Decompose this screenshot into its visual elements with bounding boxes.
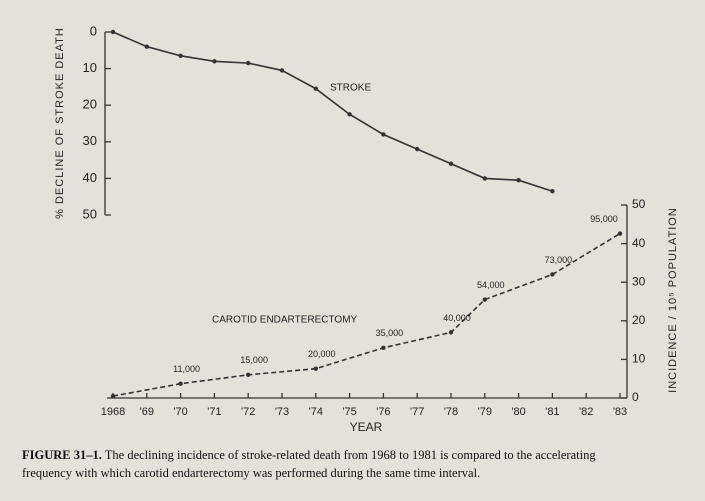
x-tick-label: '76 (376, 406, 390, 418)
x-tick-label: '79 (478, 406, 492, 418)
data-point (347, 112, 352, 117)
x-tick-label: '77 (410, 406, 424, 418)
x-tick-label: '80 (511, 406, 525, 418)
point-label: 11,000 (173, 364, 200, 374)
x-tick-label: '70 (173, 406, 187, 418)
y2-tick-label: 50 (632, 197, 646, 211)
data-point (415, 146, 420, 152)
y2-axis-label: INCIDENCE / 10⁵ POPULATION (667, 207, 679, 393)
y-tick-label: 50 (83, 206, 97, 221)
point-label: 35,000 (376, 328, 404, 338)
data-point (313, 366, 318, 371)
data-point (178, 381, 183, 386)
x-tick-label: 1968 (101, 406, 125, 418)
point-label: 40,000 (443, 313, 471, 323)
data-point (144, 44, 149, 49)
y2-tick-label: 10 (632, 352, 646, 366)
x-tick-label: '82 (579, 406, 593, 418)
data-point (482, 176, 487, 181)
series-label: CAROTID ENDARTERECTOMY (212, 315, 358, 326)
data-point (516, 178, 521, 183)
caption: FIGURE 31–1. The declining incidence of … (22, 448, 596, 463)
caption-line: The declining incidence of stroke-relate… (104, 448, 596, 462)
x-tick-label: '74 (309, 406, 323, 418)
data-point (550, 189, 555, 194)
point-label: 15,000 (240, 355, 268, 365)
y2-tick-label: 20 (632, 313, 646, 327)
caption: frequency with which carotid endarterect… (22, 466, 480, 481)
figure-label: FIGURE 31–1. (22, 448, 102, 462)
y2-tick-label: 0 (632, 390, 639, 404)
x-tick-label: '78 (444, 406, 458, 418)
point-label: 73,000 (545, 255, 573, 265)
point-label: 95,000 (590, 214, 618, 224)
y-tick-label: 20 (83, 97, 97, 112)
series-label: STROKE (330, 83, 371, 94)
x-tick-label: '81 (545, 406, 559, 418)
data-point (448, 330, 454, 335)
data-point (550, 272, 555, 277)
x-tick-label: '83 (613, 406, 627, 418)
data-point (279, 68, 285, 73)
y-axis-label: % DECLINE OF STROKE DEATH (54, 27, 66, 219)
data-point (110, 29, 116, 35)
point-label: 20,000 (308, 349, 336, 359)
series-line (112, 31, 553, 192)
y-tick-label: 0 (90, 23, 97, 38)
y2-tick-label: 30 (632, 274, 646, 288)
y2-tick-label: 40 (632, 236, 646, 250)
x-tick-label: '73 (275, 406, 289, 418)
caption-line: frequency with which carotid endarterect… (22, 466, 481, 480)
data-point (178, 53, 183, 58)
data-point (448, 161, 454, 166)
x-tick-label: '71 (207, 406, 221, 418)
x-axis-label: YEAR (350, 420, 383, 434)
data-point (381, 345, 386, 351)
data-point (246, 60, 251, 66)
data-point (482, 297, 487, 302)
data-point (313, 86, 318, 91)
y-tick-label: 40 (83, 170, 97, 185)
data-point (212, 59, 217, 64)
data-point (246, 372, 251, 378)
data-point (381, 132, 386, 137)
data-point (617, 231, 623, 236)
x-tick-label: '72 (241, 406, 255, 418)
y-tick-label: 10 (83, 60, 97, 75)
data-point (110, 393, 116, 399)
point-label: 54,000 (477, 280, 505, 290)
x-tick-label: '69 (140, 406, 154, 418)
y-tick-label: 30 (83, 133, 97, 148)
chart: % DECLINE OF STROKE DEATH INCIDENCE / 10… (54, 23, 679, 434)
x-tick-label: '75 (342, 406, 356, 418)
